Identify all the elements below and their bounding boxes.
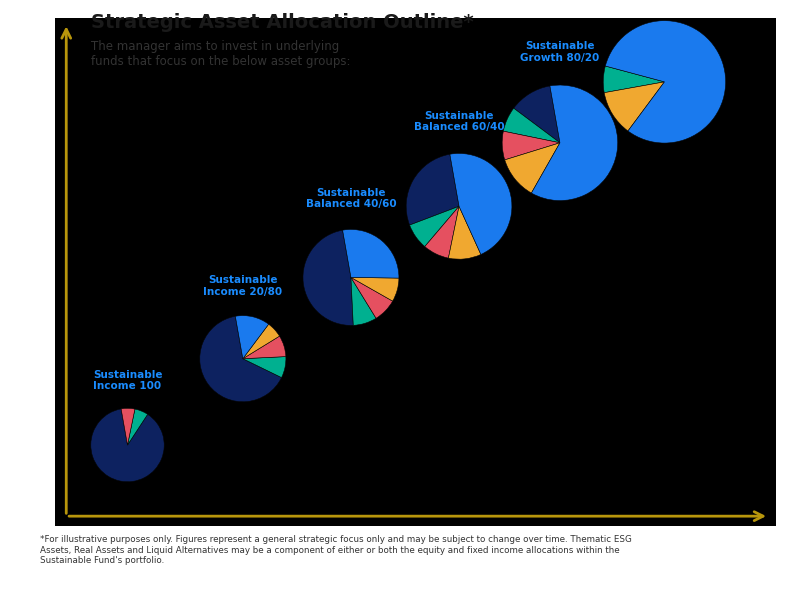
Wedge shape bbox=[343, 230, 399, 278]
Wedge shape bbox=[235, 316, 268, 359]
Text: Sustainable
Balanced 40/60: Sustainable Balanced 40/60 bbox=[306, 188, 396, 209]
Wedge shape bbox=[450, 154, 512, 255]
Wedge shape bbox=[502, 131, 560, 160]
Text: Return: Return bbox=[9, 241, 27, 304]
Wedge shape bbox=[128, 409, 147, 445]
Wedge shape bbox=[604, 66, 664, 92]
Wedge shape bbox=[243, 357, 286, 378]
Text: *For illustrative purposes only. Figures represent a general strategic focus onl: *For illustrative purposes only. Figures… bbox=[40, 536, 631, 565]
Text: Risk: Risk bbox=[394, 554, 437, 572]
Wedge shape bbox=[505, 143, 560, 193]
Wedge shape bbox=[604, 82, 664, 131]
Wedge shape bbox=[531, 85, 618, 201]
Wedge shape bbox=[121, 408, 135, 445]
Text: Sustainable
Income 100: Sustainable Income 100 bbox=[93, 370, 162, 391]
Wedge shape bbox=[243, 324, 280, 359]
Wedge shape bbox=[351, 277, 399, 301]
Wedge shape bbox=[351, 277, 393, 318]
Text: Sustainable
Balanced 60/40: Sustainable Balanced 60/40 bbox=[413, 111, 505, 132]
Text: Sustainable
Income 20/80: Sustainable Income 20/80 bbox=[204, 275, 283, 297]
Text: The manager aims to invest in underlying
funds that focus on the below asset gro: The manager aims to invest in underlying… bbox=[91, 40, 351, 68]
Wedge shape bbox=[448, 206, 481, 259]
Wedge shape bbox=[243, 336, 286, 359]
Wedge shape bbox=[200, 316, 281, 401]
Wedge shape bbox=[605, 21, 725, 143]
Wedge shape bbox=[409, 206, 459, 247]
Wedge shape bbox=[514, 86, 560, 143]
Wedge shape bbox=[351, 277, 376, 326]
Wedge shape bbox=[91, 409, 164, 482]
Wedge shape bbox=[303, 230, 353, 326]
Text: Sustainable
Growth 80/20: Sustainable Growth 80/20 bbox=[520, 41, 600, 62]
Wedge shape bbox=[406, 154, 459, 225]
Wedge shape bbox=[504, 108, 560, 143]
Text: Strategic Asset Allocation Outline*: Strategic Asset Allocation Outline* bbox=[91, 13, 474, 32]
Wedge shape bbox=[425, 206, 459, 258]
